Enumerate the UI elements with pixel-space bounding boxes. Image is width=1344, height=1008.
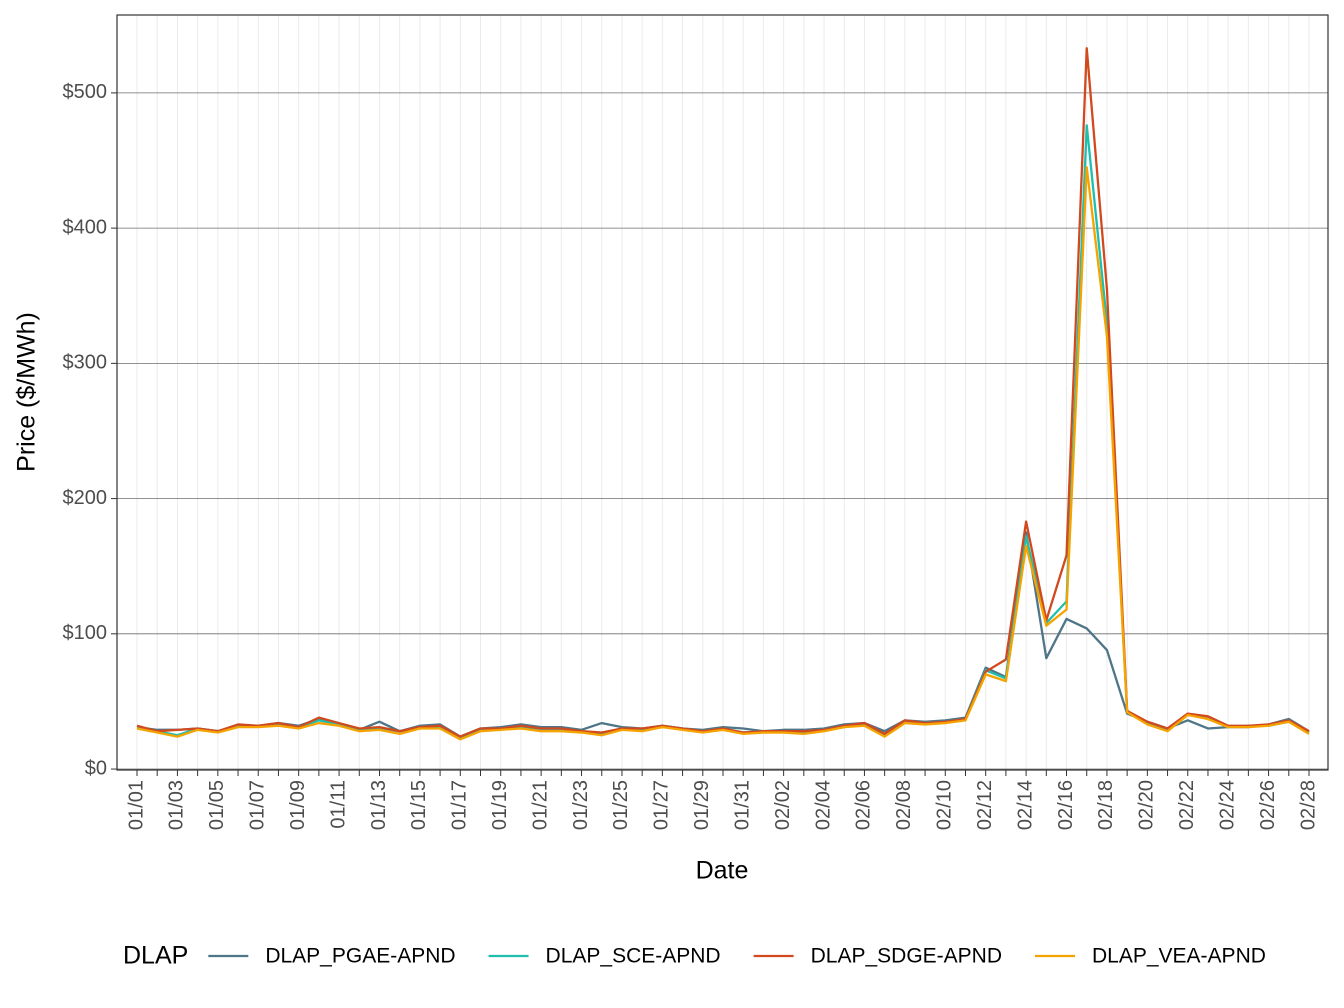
y-tick-label: $100 xyxy=(63,622,108,644)
x-tick-label: 02/16 xyxy=(1055,780,1077,830)
legend-label: DLAP_VEA-APND xyxy=(1092,945,1266,968)
x-tick-label: 01/31 xyxy=(731,780,753,830)
y-tick-label: $0 xyxy=(85,757,107,779)
x-tick-label: 01/29 xyxy=(691,780,713,830)
plot-border xyxy=(116,14,1329,771)
legend-title: DLAP xyxy=(123,942,188,970)
y-tick-label: $200 xyxy=(63,487,108,509)
x-tick-label: 02/04 xyxy=(812,780,834,830)
x-axis-title: Date xyxy=(696,857,749,885)
x-tick-label: 02/26 xyxy=(1257,780,1279,830)
x-tick-label: 01/15 xyxy=(408,780,430,830)
x-tick-label: 02/20 xyxy=(1136,780,1158,830)
x-tick-label: 02/08 xyxy=(893,780,915,830)
series-line xyxy=(136,47,1310,738)
y-axis-title: Price ($/MWh) xyxy=(13,312,41,472)
x-tick-label: 01/19 xyxy=(489,780,511,830)
x-tick-label: 01/09 xyxy=(287,780,309,830)
x-tick-label: 01/13 xyxy=(368,780,390,830)
x-tick-label: 01/05 xyxy=(206,780,228,830)
x-tick-label: 02/06 xyxy=(853,780,875,830)
legend-label: DLAP_SDGE-APND xyxy=(811,945,1002,968)
x-tick-label: 02/22 xyxy=(1176,780,1198,830)
x-tick-label: 02/10 xyxy=(934,780,956,830)
y-tick-label: $500 xyxy=(63,81,108,103)
series-line xyxy=(136,166,1310,741)
x-tick-label: 01/01 xyxy=(125,780,147,830)
x-tick-label: 02/18 xyxy=(1095,780,1117,830)
x-tick-label: 02/14 xyxy=(1014,780,1036,830)
x-tick-label: 02/24 xyxy=(1216,780,1238,830)
legend-label: DLAP_SCE-APND xyxy=(546,945,721,968)
x-tick-label: 02/12 xyxy=(974,780,996,830)
x-tick-label: 01/03 xyxy=(166,780,188,830)
x-tick-label: 01/07 xyxy=(247,780,269,830)
y-tick-label: $300 xyxy=(63,352,108,374)
x-tick-label: 02/02 xyxy=(772,780,794,830)
y-tick-label: $400 xyxy=(63,216,108,238)
x-tick-label: 02/28 xyxy=(1297,780,1319,830)
legend-label: DLAP_PGAE-APND xyxy=(265,945,455,968)
x-tick-label: 01/23 xyxy=(570,780,592,830)
x-tick-label: 01/11 xyxy=(327,780,349,829)
x-tick-label: 01/25 xyxy=(610,780,632,830)
x-tick-label: 01/17 xyxy=(449,780,471,830)
x-tick-label: 01/27 xyxy=(651,780,673,830)
x-tick-label: 01/21 xyxy=(529,780,551,830)
